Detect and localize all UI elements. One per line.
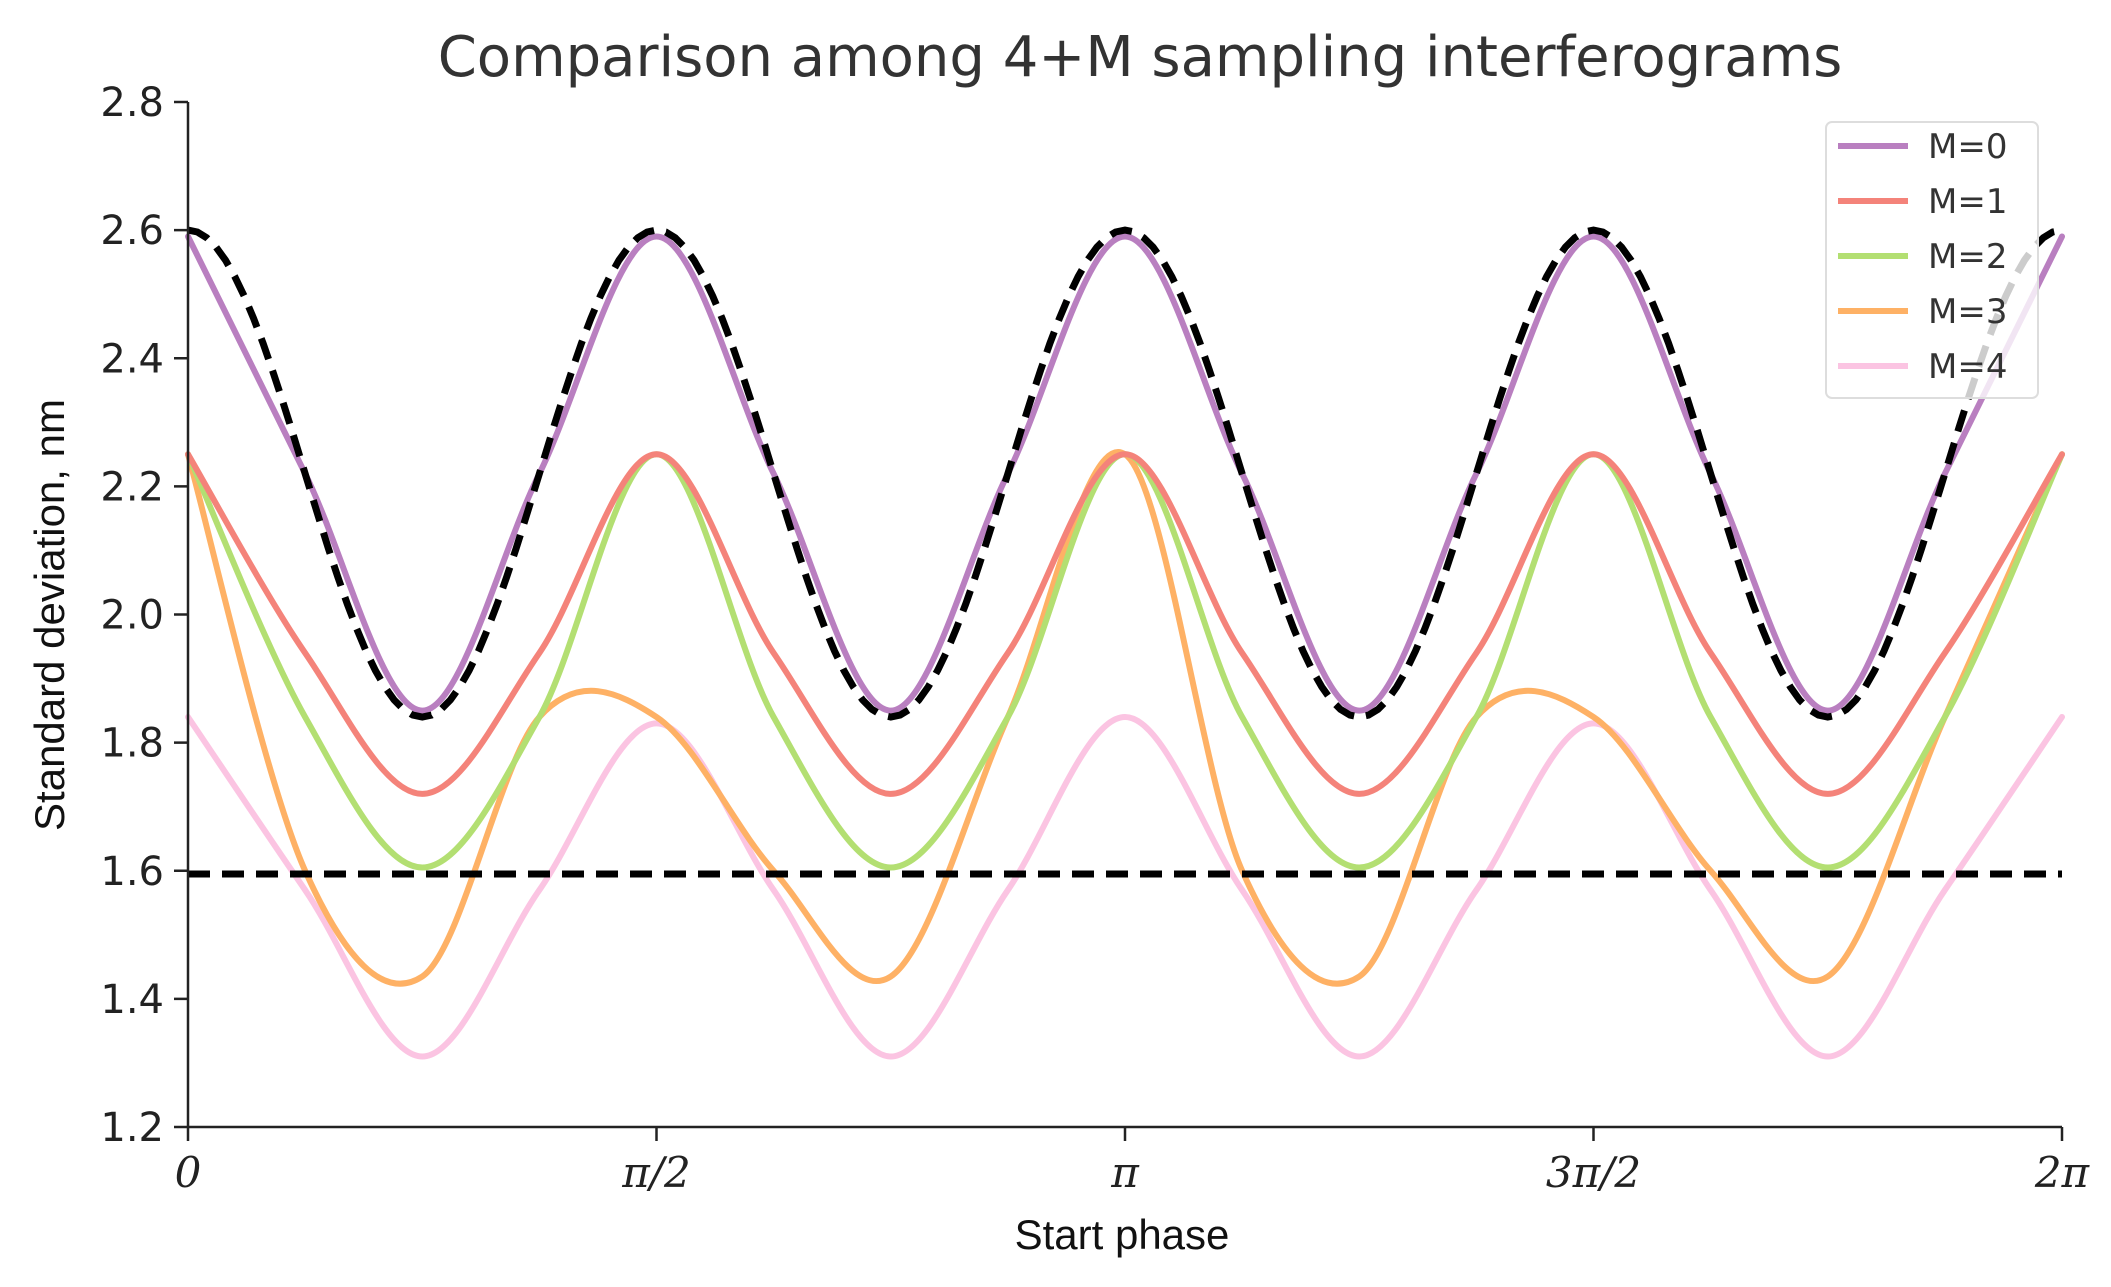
x-tick-label: π — [1110, 1148, 1140, 1197]
series-line-m-2 — [185, 451, 2065, 871]
legend-box — [1825, 121, 2039, 399]
x-tick-label: 3π/2 — [1546, 1148, 1641, 1197]
y-ticks: 1.2 1.4 1.6 1.8 2.0 2.2 2.4 2.6 2.8 — [100, 80, 188, 1151]
y-tick-label: 1.4 — [100, 977, 164, 1023]
legend-label: M=0 — [1928, 127, 2007, 167]
y-tick-label: 2.0 — [100, 593, 164, 639]
x-tick-label: π/2 — [621, 1148, 690, 1197]
x-tick-label: 2π — [2034, 1148, 2091, 1197]
y-axis-label: Standard deviation, nm — [26, 399, 73, 831]
y-tick-label: 2.8 — [100, 80, 164, 126]
series-line-m-1 — [185, 451, 2065, 797]
legend-label: M=1 — [1928, 182, 2007, 222]
series-line-m-4 — [185, 714, 2065, 1060]
y-tick-label: 1.8 — [100, 721, 164, 767]
y-tick-label: 1.6 — [100, 849, 164, 895]
y-tick-label: 1.2 — [100, 1105, 164, 1151]
legend-label: M=4 — [1928, 347, 2007, 387]
x-tick-label: 0 — [175, 1148, 202, 1197]
y-tick-label: 2.2 — [100, 464, 164, 510]
legend: M=0 M=1 M=2 M=3 M=4 — [1825, 121, 2039, 399]
chart-title: Comparison among 4+M sampling interferog… — [438, 25, 1843, 90]
x-axis-label: Start phase — [1015, 1211, 1230, 1258]
series-line-m-0 — [185, 233, 2065, 714]
legend-label: M=3 — [1928, 292, 2007, 332]
reference-curve — [187, 226, 2063, 721]
x-ticks: 0 π/2 π 3π/2 2π — [175, 1127, 2091, 1197]
legend-label: M=2 — [1928, 237, 2007, 277]
y-tick-label: 2.6 — [100, 208, 164, 254]
y-tick-label: 2.4 — [100, 336, 164, 382]
plot-area — [185, 226, 2065, 1060]
